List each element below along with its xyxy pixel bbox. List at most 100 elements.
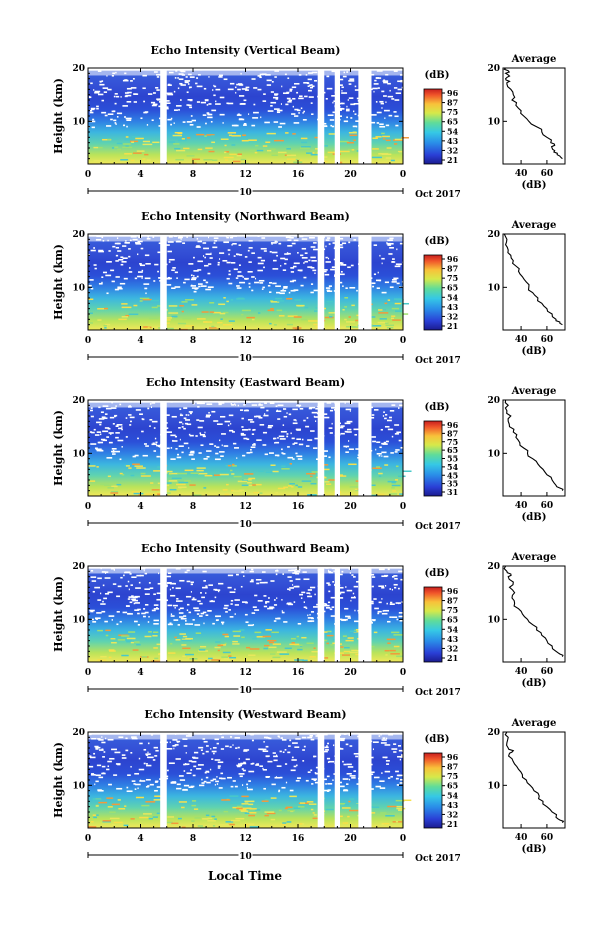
- echo-dropout: [189, 452, 195, 454]
- echo-cell: [203, 487, 207, 489]
- echo-dropout: [314, 79, 318, 82]
- echo-cell: [102, 326, 108, 328]
- echo-cell: [239, 489, 245, 492]
- echo-dropout: [345, 586, 347, 588]
- echo-dropout: [263, 595, 267, 597]
- echo-dropout: [96, 105, 99, 108]
- echo-dropout: [296, 91, 299, 94]
- echo-dropout: [388, 114, 393, 117]
- echo-dropout: [110, 118, 113, 121]
- echo-dropout: [257, 416, 261, 418]
- echo-cell: [369, 645, 375, 648]
- echo-cell: [230, 802, 241, 804]
- echo-dropout: [182, 423, 184, 425]
- echo-dropout: [383, 609, 390, 612]
- x-tick-label: 8: [190, 668, 196, 678]
- echo-dropout: [255, 764, 260, 766]
- echo-cell: [152, 141, 160, 144]
- echo-dropout: [223, 241, 230, 244]
- echo-dropout: [284, 749, 287, 751]
- echo-dropout: [371, 121, 376, 124]
- echo-cell: [391, 307, 399, 310]
- echo-dropout: [340, 432, 345, 435]
- echo-cell: [246, 646, 251, 649]
- echo-cell: [345, 321, 356, 323]
- echo-dropout: [291, 86, 297, 89]
- echo-dropout: [211, 758, 214, 760]
- echo-cell: [171, 822, 179, 825]
- echo-cell: [202, 818, 209, 820]
- echo-cell: [339, 150, 350, 153]
- echo-dropout: [340, 270, 343, 273]
- echo-cell: [382, 135, 390, 138]
- echo-dropout: [198, 746, 204, 749]
- echo-dropout: [89, 755, 92, 758]
- echo-cell: [228, 655, 232, 657]
- echo-cell: [308, 803, 317, 805]
- echo-cell: [237, 297, 244, 300]
- echo-dropout: [231, 124, 238, 127]
- echo-dropout: [230, 603, 233, 605]
- echo-cell: [275, 297, 283, 300]
- echo-dropout: [217, 761, 224, 764]
- echo-cell: [348, 800, 351, 803]
- echo-dropout: [251, 252, 255, 254]
- echo-cell: [211, 474, 215, 476]
- echo-dropout: [378, 585, 384, 588]
- echo-dropout: [92, 621, 97, 623]
- echo-dropout: [173, 582, 176, 585]
- echo-cell: [285, 806, 293, 809]
- echo-cell: [144, 153, 149, 156]
- echo-dropout: [342, 760, 344, 763]
- echo-dropout: [138, 757, 141, 760]
- echo-cell: [388, 493, 398, 495]
- echo-cell: [376, 814, 387, 816]
- echo-cell: [121, 316, 129, 318]
- echo-dropout: [177, 624, 181, 626]
- echo-dropout: [375, 279, 382, 282]
- echo-dropout: [253, 443, 256, 445]
- echo-dropout: [304, 260, 308, 263]
- echo-dropout: [295, 452, 298, 455]
- echo-cell: [232, 160, 241, 163]
- echo-cell: [211, 325, 215, 328]
- echo-cell: [291, 642, 295, 644]
- echo-cell: [294, 328, 300, 330]
- echo-dropout: [106, 457, 113, 459]
- echo-dropout: [238, 763, 243, 765]
- echo-cell: [140, 475, 151, 477]
- echo-dropout: [232, 744, 234, 746]
- echo-cell: [347, 149, 352, 151]
- echo-dropout: [263, 741, 265, 743]
- echo-dropout: [255, 277, 257, 280]
- echo-dropout: [175, 448, 178, 450]
- echo-cell: [384, 649, 390, 652]
- echo-dropout: [287, 446, 290, 448]
- echo-dropout: [293, 601, 296, 603]
- echo-dropout: [155, 749, 159, 752]
- echo-dropout: [345, 408, 352, 411]
- echo-dropout: [198, 283, 203, 285]
- echo-dropout: [174, 77, 177, 79]
- echo-cell: [108, 656, 112, 659]
- echo-cell: [304, 306, 309, 309]
- echo-cell: [174, 636, 177, 639]
- colorbar-tick-label: 21: [447, 653, 458, 663]
- echo-dropout: [167, 276, 171, 279]
- echo-dropout: [217, 590, 220, 593]
- echo-cell: [283, 162, 291, 164]
- echo-dropout: [356, 97, 360, 100]
- echo-cell: [398, 809, 403, 811]
- average-title: Average: [511, 54, 557, 65]
- echo-cell: [255, 483, 262, 486]
- echo-dropout: [120, 263, 124, 266]
- echo-dropout: [266, 79, 272, 82]
- echo-dropout: [281, 598, 283, 601]
- x-tick-label: 12: [239, 502, 252, 512]
- echo-cell: [168, 312, 179, 314]
- echo-dropout: [152, 442, 155, 445]
- echo-dropout: [327, 789, 331, 791]
- echo-cell: [232, 630, 241, 633]
- echo-dropout: [169, 741, 171, 744]
- echo-dropout: [305, 425, 310, 428]
